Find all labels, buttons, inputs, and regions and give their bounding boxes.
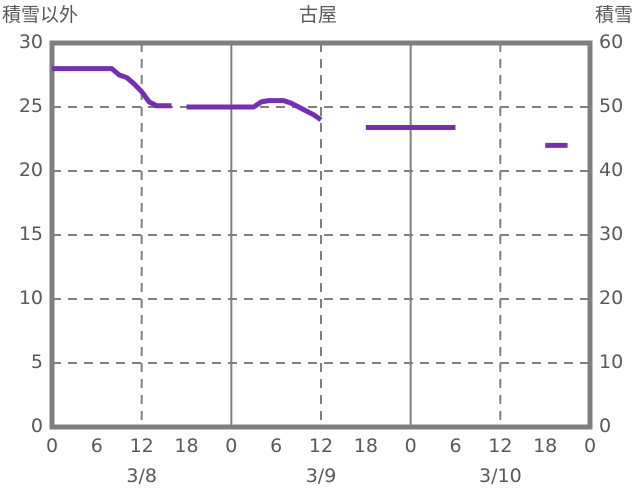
y-axis-left-tick-label: 30 [18,31,43,53]
x-axis-tick-label: 0 [45,435,59,457]
y-axis-left-tick-label: 20 [18,159,43,181]
gridlines [52,43,590,427]
data-line-segment [52,66,172,109]
left-axis-title: 積雪以外 [2,4,79,26]
x-axis-day-label: 3/8 [126,465,157,487]
x-axis-day-label: 3/9 [305,465,337,487]
y-axis-left-tick-label: 0 [30,415,43,437]
y-axis-left-tick-label: 25 [18,95,43,117]
axis-frame [49,40,593,430]
x-axis-day-label: 3/10 [478,465,522,487]
x-axis-tick-label: 18 [174,435,199,457]
axis-frame-rect [49,40,593,430]
x-axis-tick-label: 0 [404,435,417,457]
data-series [52,66,568,148]
x-axis-tick-label: 0 [225,435,238,457]
y-axis-left-tick-label: 15 [18,223,43,245]
x-axis-tick-label: 12 [129,435,154,457]
x-axis-tick-label: 6 [270,435,283,457]
x-axis-tick-label: 12 [308,435,334,457]
y-axis-right-tick-label: 10 [599,351,624,373]
x-axis-tick-label: 18 [353,435,378,457]
x-axis-tick-label: 12 [488,435,513,457]
x-axis-tick-label: 6 [449,435,462,457]
y-axis-right-tick-label: 30 [599,223,624,245]
chart-title: 古屋 [298,4,337,26]
y-axis-right-tick-label: 60 [599,31,624,53]
x-axis-tick-label: 18 [533,435,558,457]
y-axis-right-tick-label: 50 [599,95,624,117]
x-axis-tick-label: 6 [90,435,103,457]
y-axis-right-tick-label: 0 [599,415,612,437]
x-axis-tick-label: 0 [583,435,597,457]
y-axis-left-tick-label: 5 [30,351,43,373]
y-axis-right-tick-label: 20 [599,287,624,309]
data-line-segment [186,98,323,122]
right-axis-title: 積雪 [594,4,633,26]
y-axis-right-tick-label: 40 [599,159,624,181]
y-axis-left-tick-label: 10 [18,287,43,309]
